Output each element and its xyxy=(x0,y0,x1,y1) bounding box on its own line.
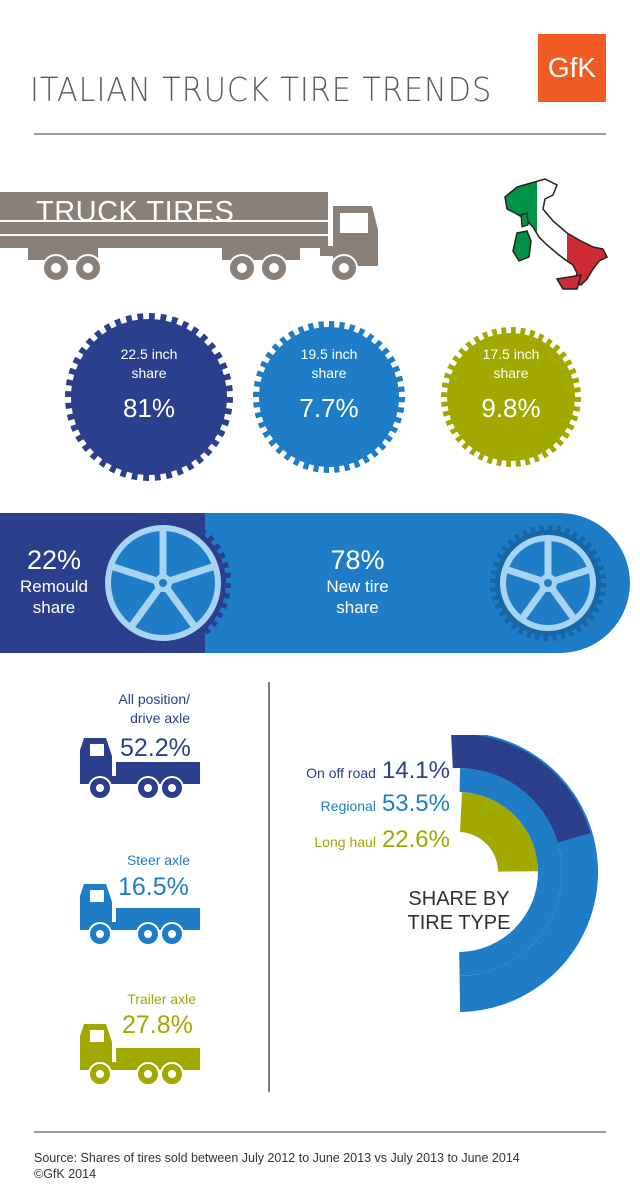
truck-trailer-chassis xyxy=(0,236,328,248)
gfk-logo: GfK xyxy=(538,34,606,102)
remould-label2: share xyxy=(32,598,76,617)
remould-new-band xyxy=(0,513,630,653)
tire-type-arcs xyxy=(451,735,598,1012)
source-text: Source: Shares of tires sold between Jul… xyxy=(34,1151,520,1165)
rim-19-5-value: 7.7% xyxy=(299,393,359,423)
header-divider xyxy=(34,133,606,135)
tire-type-label-2: Long haul xyxy=(314,834,376,850)
position-trailer-label: Trailer axle xyxy=(127,991,196,1007)
tire-type-title-line1: SHARE BY xyxy=(408,888,510,910)
position-drive-label: All position/ drive axle xyxy=(80,690,190,728)
tire-type-row-0: On off road 14.1% xyxy=(306,757,450,785)
rim-22-5-value: 81% xyxy=(122,393,176,423)
tire-type-value-0: 14.1% xyxy=(381,757,450,784)
tire-type-row-1: Regional 53.5% xyxy=(321,790,450,818)
rim-17-5-value: 9.8% xyxy=(481,393,541,423)
rim-gear-0 xyxy=(65,313,233,481)
tire-type-value-1: 53.5% xyxy=(381,790,450,817)
sicily-shape xyxy=(555,274,583,290)
tire-type-label-1: Regional xyxy=(320,798,376,814)
rim-gear-2 xyxy=(441,327,581,467)
new-tire-share-text: 78% New tire share xyxy=(310,545,405,618)
source-note: Source: Shares of tires sold between Jul… xyxy=(34,1150,520,1182)
position-steer-value: 16.5% xyxy=(118,873,189,901)
arc-regional-inner xyxy=(459,768,562,976)
section-divider xyxy=(268,682,270,1092)
rim-17-5-label2: share xyxy=(493,365,529,381)
rim-size-gears xyxy=(65,313,581,481)
arc-on-off-road xyxy=(451,735,591,843)
new-tire-label2: share xyxy=(336,598,379,617)
rim-22-5-label2: share xyxy=(131,365,167,381)
copyright-text: ©GfK 2014 xyxy=(34,1167,97,1181)
truck-trailer-body xyxy=(0,192,328,234)
axle-truck-icons xyxy=(80,738,200,1086)
truck-window xyxy=(340,213,368,233)
rim-19-5-text: 19.5 inch share 7.7% xyxy=(259,345,399,424)
tire-type-row-2: Long haul 22.6% xyxy=(314,826,450,854)
rim-gear-1 xyxy=(253,321,405,473)
new-tire-value: 78% xyxy=(330,545,385,575)
axle-truck-icon-0 xyxy=(80,738,200,800)
truck-tires-label: TRUCK TIRES xyxy=(36,196,235,228)
rim-22-5-text: 22.5 inch share 81% xyxy=(79,345,219,424)
axle-truck-icon-2 xyxy=(80,1024,200,1086)
axle-truck-icon-1 xyxy=(80,884,200,946)
position-drive-value: 52.2% xyxy=(120,734,191,762)
rim-19-5-label1: 19.5 inch xyxy=(300,346,358,362)
tire-type-value-2: 22.6% xyxy=(381,826,450,853)
rim-17-5-label1: 17.5 inch xyxy=(482,346,540,362)
sardinia-shape xyxy=(512,230,532,262)
position-steer-label: Steer axle xyxy=(126,852,190,868)
rim-17-5-text: 17.5 inch share 9.8% xyxy=(441,345,581,424)
tire-type-title: SHARE BY TIRE TYPE xyxy=(394,887,524,935)
page-title: ITALIAN TRUCK TIRE TRENDS xyxy=(30,70,493,109)
new-tire-label1: New tire xyxy=(326,577,389,596)
italy-map-icon xyxy=(504,178,609,290)
remould-value: 22% xyxy=(26,545,82,575)
tire-type-title-line2: TIRE TYPE xyxy=(407,912,511,934)
truck-illustration xyxy=(0,192,378,282)
arc-long-haul xyxy=(459,792,538,872)
rim-22-5-label1: 22.5 inch xyxy=(120,346,178,362)
remould-label1: Remould xyxy=(19,577,89,596)
remould-share-text: 22% Remould share xyxy=(14,545,94,618)
position-drive-label1: All position/ xyxy=(118,691,190,707)
tire-type-label-0: On off road xyxy=(306,765,376,781)
position-drive-label2: drive axle xyxy=(130,710,190,726)
position-trailer-value: 27.8% xyxy=(122,1011,193,1039)
footer-divider xyxy=(34,1131,606,1133)
rim-19-5-label2: share xyxy=(311,365,347,381)
